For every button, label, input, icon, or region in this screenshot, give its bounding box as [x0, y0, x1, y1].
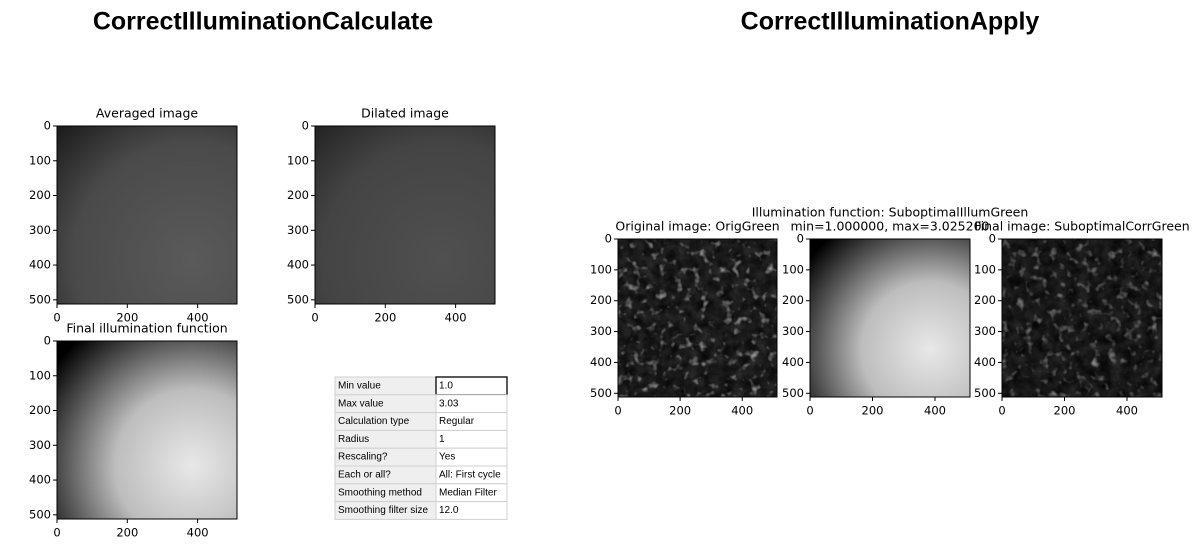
- y-tick-label: 0: [797, 232, 804, 246]
- x-tick-label: 0: [311, 311, 318, 325]
- y-tick-label: 200: [590, 293, 612, 307]
- image: [810, 239, 970, 397]
- x-tick-label: 200: [1054, 404, 1076, 418]
- image: [315, 126, 495, 304]
- x-tick-label: 0: [53, 311, 60, 325]
- y-tick-label: 400: [287, 258, 309, 272]
- x-tick-label: 0: [806, 404, 813, 418]
- y-tick-label: 0: [605, 232, 612, 246]
- y-tick-label: 200: [29, 188, 51, 202]
- y-tick-label: 300: [29, 438, 51, 452]
- y-tick-label: 400: [590, 355, 612, 369]
- axes-frame: [617, 238, 778, 398]
- y-tick-label: 500: [782, 386, 804, 400]
- setting-name: Min value: [338, 381, 381, 392]
- x-tick-label: 0: [53, 526, 60, 540]
- x-tick-label: 400: [187, 526, 209, 540]
- panel-title: Dilated image: [361, 106, 449, 121]
- y-tick-label: 500: [590, 386, 612, 400]
- setting-name: Rescaling?: [338, 452, 388, 463]
- axes-frame: [56, 340, 238, 520]
- table-cell: [435, 501, 508, 520]
- section-title: CorrectIlluminationCalculate: [93, 8, 433, 36]
- y-tick-label: 300: [590, 324, 612, 338]
- y-tick-label: 500: [974, 386, 996, 400]
- y-tick-label: 200: [782, 293, 804, 307]
- x-tick-label: 400: [924, 404, 946, 418]
- x-tick-label: 200: [374, 311, 396, 325]
- x-tick-label: 0: [998, 404, 1005, 418]
- y-tick-label: 100: [974, 262, 996, 276]
- y-tick-label: 400: [782, 355, 804, 369]
- x-tick-label: 200: [116, 311, 138, 325]
- axes-frame: [56, 125, 238, 305]
- table-cell: [435, 429, 508, 449]
- y-tick-label: 300: [782, 324, 804, 338]
- setting-value: Yes: [439, 452, 455, 463]
- image-texture: [618, 239, 777, 397]
- setting-name: Radius: [338, 434, 369, 445]
- x-tick-label: 400: [187, 311, 209, 325]
- setting-value: 12.0: [439, 505, 459, 516]
- panel-title: Final image: SuboptimalCorrGreen: [974, 219, 1189, 234]
- y-tick-label: 200: [29, 403, 51, 417]
- axes-frame: [1001, 238, 1163, 398]
- y-tick-label: 500: [287, 292, 309, 306]
- y-tick-label: 100: [29, 368, 51, 382]
- setting-name: Smoothing method: [338, 487, 422, 498]
- x-tick-label: 400: [731, 404, 753, 418]
- panel-title: Original image: OrigGreen: [615, 219, 779, 234]
- setting-value: 1: [439, 434, 445, 445]
- setting-value: Regular: [439, 416, 475, 427]
- image: [57, 126, 237, 304]
- y-tick-label: 100: [782, 262, 804, 276]
- x-tick-label: 200: [862, 404, 884, 418]
- y-tick-label: 400: [974, 355, 996, 369]
- y-tick-label: 100: [590, 262, 612, 276]
- y-tick-label: 500: [29, 292, 51, 306]
- y-tick-label: 400: [29, 258, 51, 272]
- y-tick-label: 0: [989, 232, 996, 246]
- image: [57, 341, 237, 519]
- y-tick-label: 400: [29, 473, 51, 487]
- y-tick-label: 300: [974, 324, 996, 338]
- y-tick-label: 300: [29, 223, 51, 237]
- panel-subtitle: min=1.000000, max=3.025200: [791, 219, 990, 234]
- x-tick-label: 200: [669, 404, 691, 418]
- axes-frame: [314, 125, 496, 305]
- setting-name: Smoothing filter size: [338, 505, 428, 516]
- x-tick-label: 200: [116, 526, 138, 540]
- setting-name: Max value: [338, 398, 384, 409]
- setting-value: Median Filter: [439, 487, 497, 498]
- setting-value: 3.03: [439, 398, 459, 409]
- section-title: CorrectIlluminationApply: [741, 8, 1040, 36]
- panel-title: Averaged image: [96, 106, 198, 121]
- y-tick-label: 0: [44, 334, 51, 348]
- y-tick-label: 500: [29, 507, 51, 521]
- axes-frame: [809, 238, 971, 398]
- panel-title: Illumination function: SuboptimalIllumGr…: [752, 205, 1029, 220]
- y-tick-label: 300: [287, 223, 309, 237]
- x-tick-label: 400: [445, 311, 467, 325]
- y-tick-label: 100: [287, 153, 309, 167]
- y-tick-label: 100: [29, 153, 51, 167]
- settings-table: Min value 1.0 Max value 3.03 Calculation typ…: [334, 376, 508, 520]
- y-tick-label: 0: [44, 119, 51, 133]
- setting-value: All: First cycle: [439, 470, 501, 481]
- y-tick-label: 200: [974, 293, 996, 307]
- setting-name: Each or all?: [338, 470, 391, 481]
- panel-title: Final illumination function: [66, 321, 227, 336]
- x-tick-label: 400: [1116, 404, 1138, 418]
- setting-value: 1.0: [439, 381, 453, 392]
- y-tick-label: 0: [302, 119, 309, 133]
- x-tick-label: 0: [614, 404, 621, 418]
- y-tick-label: 200: [287, 188, 309, 202]
- image-texture: [1002, 239, 1162, 397]
- setting-name: Calculation type: [338, 416, 410, 427]
